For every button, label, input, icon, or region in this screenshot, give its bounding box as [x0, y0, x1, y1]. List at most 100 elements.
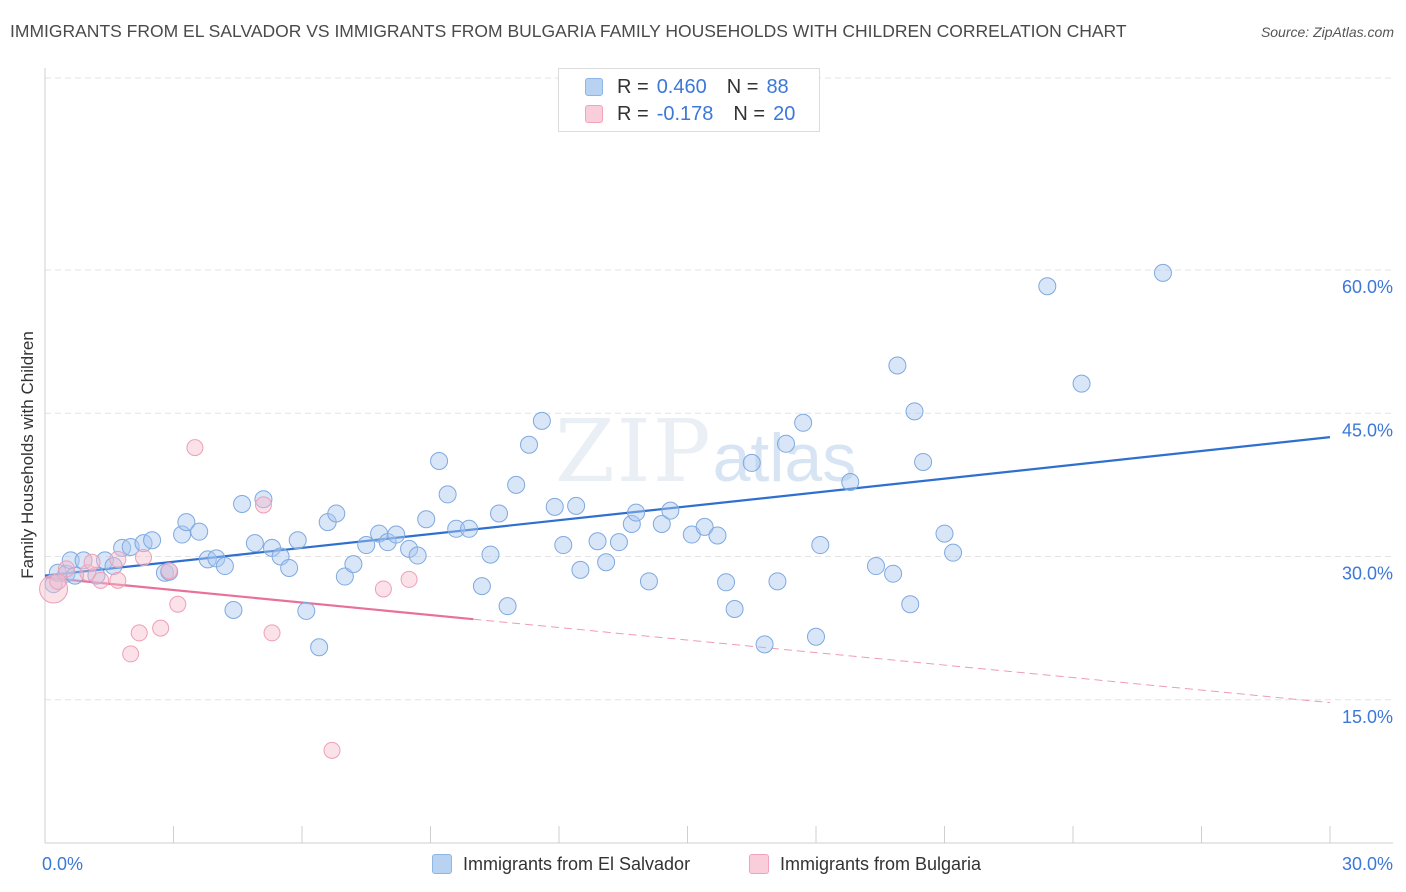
trend-layer [44, 436, 1331, 704]
legend-swatch-blue [585, 78, 603, 96]
point-el-salvador [794, 413, 813, 432]
point-el-salvador [44, 575, 63, 594]
point-bulgaria [122, 645, 140, 663]
point-bulgaria [323, 741, 341, 759]
legend-swatch-pink [585, 105, 603, 123]
point-el-salvador [190, 522, 209, 541]
point-el-salvador [143, 531, 162, 550]
point-el-salvador [888, 356, 907, 375]
point-el-salvador [609, 533, 628, 552]
series-legend-swatch-blue [432, 854, 452, 874]
series-legend-bulgaria: Immigrants from Bulgaria [749, 852, 981, 876]
series-bulgaria-points [39, 439, 418, 759]
grid-layer [45, 77, 1393, 701]
point-el-salvador [65, 566, 84, 585]
trendline-bulgaria [44, 576, 474, 621]
point-el-salvador [438, 485, 457, 504]
point-el-salvador [935, 524, 954, 543]
point-el-salvador [1038, 277, 1057, 296]
point-bulgaria [109, 550, 127, 568]
point-el-salvador [215, 557, 234, 576]
trendline-bulgaria-extension [473, 618, 1331, 704]
point-el-salvador [627, 503, 646, 522]
correlation-legend: R = 0.460 N = 88 R = -0.178 N = 20 [558, 68, 820, 132]
y-tick-label: 15.0% [1342, 707, 1393, 727]
point-el-salvador [866, 557, 885, 576]
point-bulgaria [160, 562, 178, 580]
chart-title: IMMIGRANTS FROM EL SALVADOR VS IMMIGRANT… [10, 21, 1127, 41]
legend-row-el-salvador: R = 0.460 N = 88 [585, 75, 789, 99]
point-el-salvador [661, 501, 680, 520]
point-el-salvador [944, 543, 963, 562]
legend-r-value: 0.460 [656, 75, 707, 98]
point-el-salvador [905, 402, 924, 421]
series-legend-label: Immigrants from El Salvador [463, 853, 691, 874]
point-el-salvador [177, 513, 196, 532]
point-el-salvador [224, 600, 243, 619]
legend-n-value: 88 [766, 75, 789, 98]
axis-layer [44, 68, 1393, 844]
point-el-salvador [717, 573, 736, 592]
point-el-salvador [254, 490, 273, 509]
watermark-atlas: atlas [712, 420, 857, 496]
point-el-salvador [567, 496, 586, 515]
point-el-salvador [447, 519, 466, 538]
point-el-salvador [507, 475, 526, 494]
point-el-salvador [807, 627, 825, 646]
point-bulgaria [135, 548, 153, 566]
legend-row-bulgaria: R = -0.178 N = 20 [585, 102, 795, 126]
point-el-salvador [588, 532, 607, 551]
point-el-salvador [725, 600, 744, 619]
tick-label-layer: 15.0% 30.0% 45.0% 60.0% 0.0% 30.0% [42, 277, 1393, 874]
point-bulgaria [92, 571, 110, 589]
point-el-salvador [841, 473, 860, 492]
legend-r-label: R = [617, 75, 649, 98]
point-bulgaria [83, 553, 101, 571]
point-bulgaria [254, 496, 272, 514]
legend-r-value: -0.178 [656, 102, 714, 125]
point-el-salvador [417, 510, 436, 529]
point-el-salvador [233, 494, 252, 513]
point-bulgaria [130, 624, 148, 642]
point-bulgaria [169, 595, 187, 613]
point-bulgaria [79, 564, 97, 582]
watermark-zip: ZIP [555, 402, 713, 502]
point-el-salvador [344, 555, 363, 574]
point-bulgaria [186, 439, 204, 457]
point-el-salvador [777, 434, 796, 453]
x-tick-label-max: 30.0% [1342, 854, 1393, 874]
point-el-salvador [387, 525, 406, 544]
point-el-salvador [95, 551, 114, 570]
point-el-salvador [695, 517, 714, 536]
series-legend-label: Immigrants from Bulgaria [780, 853, 982, 874]
point-el-salvador [708, 526, 727, 545]
point-bulgaria [57, 560, 75, 578]
point-el-salvador [901, 595, 920, 614]
point-el-salvador [622, 515, 641, 534]
series-legend-el-salvador: Immigrants from El Salvador [432, 852, 690, 876]
point-el-salvador [1153, 263, 1172, 282]
y-tick-label: 45.0% [1342, 420, 1393, 440]
point-el-salvador [327, 504, 346, 523]
chart-source: Source: ZipAtlas.com [1260, 24, 1394, 40]
x-tick-label-min: 0.0% [42, 854, 83, 874]
point-el-salvador [288, 531, 307, 550]
point-bulgaria [400, 570, 418, 588]
watermark: ZIPatlas [555, 402, 856, 502]
point-el-salvador [481, 545, 500, 564]
point-bulgaria [49, 572, 67, 590]
point-el-salvador [768, 572, 787, 591]
series-legend-swatch-pink [749, 854, 769, 874]
point-el-salvador [742, 453, 761, 472]
point-el-salvador [652, 515, 671, 534]
point-el-salvador [884, 564, 903, 583]
y-tick-label: 30.0% [1342, 564, 1393, 584]
y-axis-label: Family Households with Children [18, 331, 37, 579]
point-el-salvador [571, 560, 590, 579]
point-el-salvador [408, 546, 427, 565]
point-el-salvador [532, 411, 551, 430]
point-bulgaria [109, 571, 127, 589]
point-el-salvador [430, 452, 449, 470]
point-bulgaria [152, 619, 170, 637]
